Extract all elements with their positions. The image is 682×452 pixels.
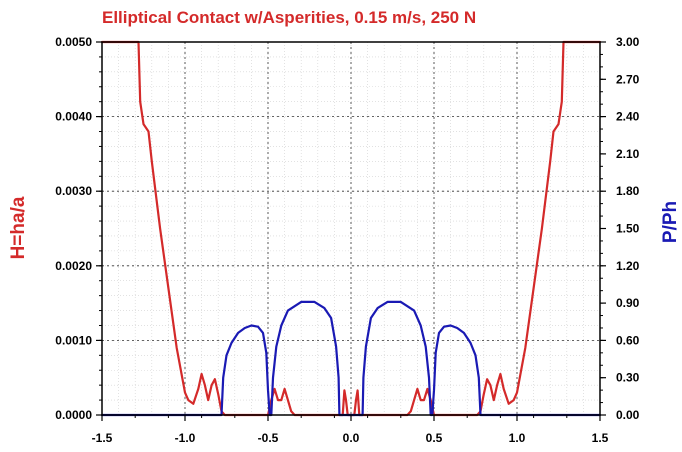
y-left-tick-label: 0.0010 [55,333,92,347]
y-right-tick-label: 0.90 [616,296,640,310]
x-tick-label: 1.5 [592,431,609,445]
y-right-tick-label: 0.30 [616,371,640,385]
x-tick-label: 1.0 [509,431,526,445]
y-right-tick-label: 1.50 [616,222,640,236]
y-left-tick-label: 0.0000 [55,408,92,422]
y-right-tick-label: 3.00 [616,35,640,49]
x-tick-label: -1.0 [175,431,196,445]
y-right-tick-label: 2.10 [616,147,640,161]
y-right-tick-label: 0.60 [616,333,640,347]
x-tick-label: 0.0 [343,431,360,445]
y-right-axis-label: P/Ph [660,201,681,243]
y-right-tick-label: 1.80 [616,184,640,198]
y-right-tick-label: 2.40 [616,110,640,124]
x-tick-label: 0.5 [426,431,443,445]
y-left-tick-label: 0.0050 [55,35,92,49]
y-right-tick-label: 1.20 [616,259,640,273]
major-gridlines [101,41,601,416]
y-left-axis-label: H=ha/a [8,196,29,259]
chart-title: Elliptical Contact w/Asperities, 0.15 m/… [102,8,476,27]
y-left-tick-label: 0.0040 [55,110,92,124]
y-left-tick-label: 0.0030 [55,184,92,198]
x-tick-label: -0.5 [258,431,279,445]
y-right-tick-label: 0.00 [616,408,640,422]
x-tick-label: -1.5 [92,431,113,445]
y-left-tick-label: 0.0020 [55,259,92,273]
y-right-tick-label: 2.70 [616,72,640,86]
axis-ticks: -1.5 -1.0 -0.5 0.0 0.5 1.0 1.5 0.0000 0.0010 0.00… [55,35,639,445]
